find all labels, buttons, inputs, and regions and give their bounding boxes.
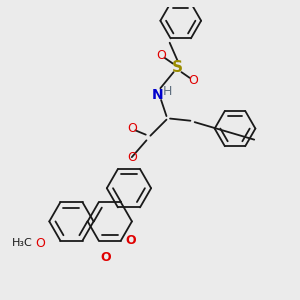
Text: O: O [125,234,136,247]
Text: H: H [163,85,172,98]
Text: O: O [128,151,137,164]
Text: O: O [156,49,166,62]
Text: O: O [188,74,198,87]
Text: O: O [128,122,137,135]
Text: N: N [152,88,163,102]
Text: O: O [100,250,111,264]
Text: O: O [35,237,45,250]
Text: S: S [172,60,183,75]
Text: H₃C: H₃C [11,238,32,248]
